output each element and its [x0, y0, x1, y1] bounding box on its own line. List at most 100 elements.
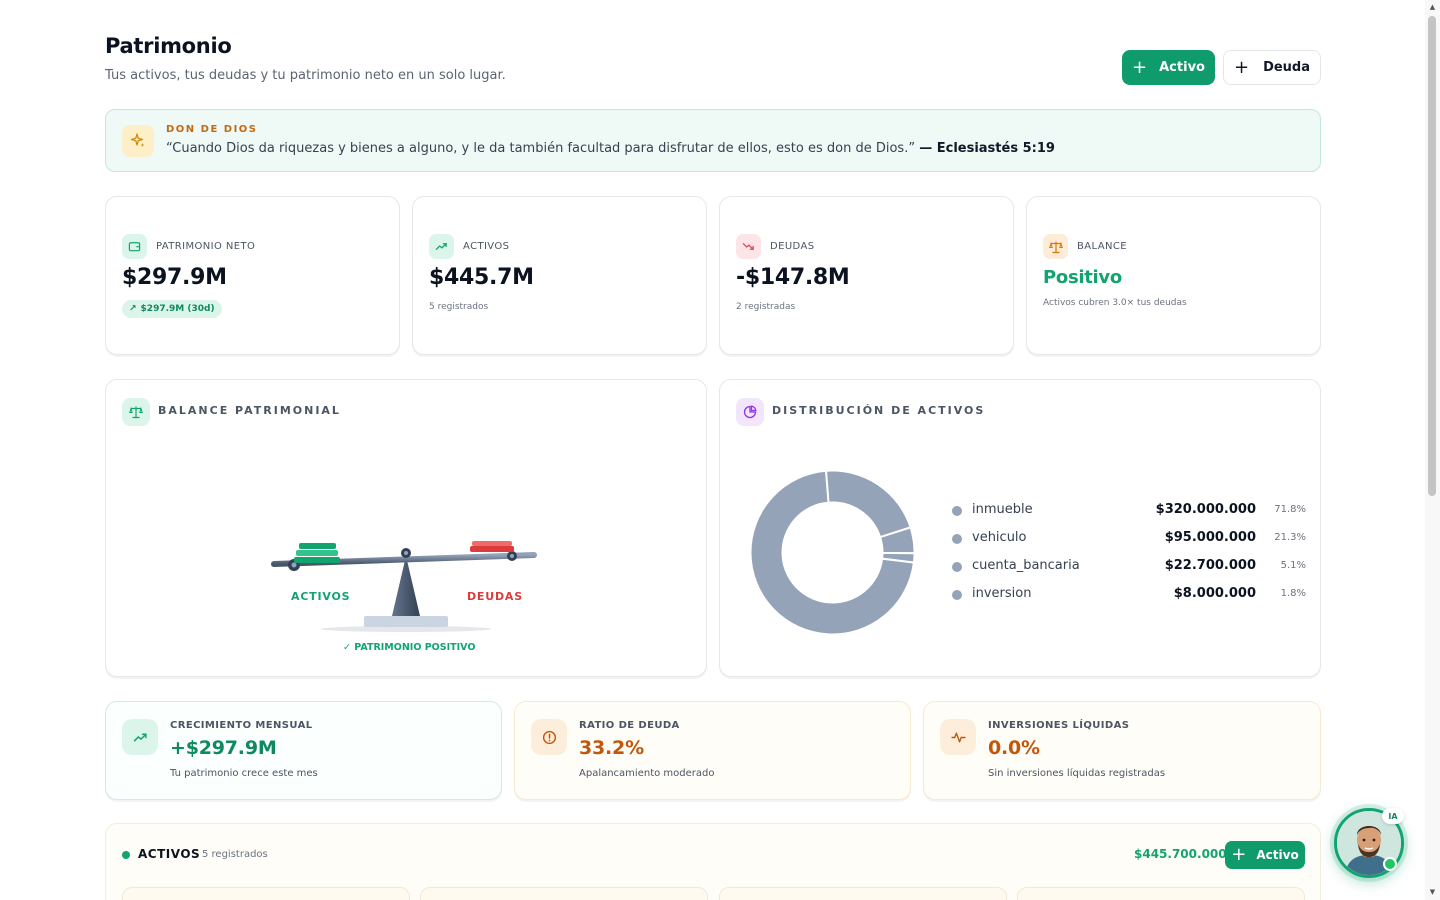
- legend-name: inversion: [972, 586, 1032, 601]
- liquid-investments-card: INVERSIONES LÍQUIDAS 0.0% Sin inversione…: [923, 701, 1321, 800]
- trending-up-icon: [122, 719, 158, 755]
- assets-card: ACTIVOS $445.7M 5 registrados: [412, 196, 707, 355]
- net-worth-change-badge: ↗ $297.9M (30d): [122, 300, 222, 318]
- assets-section-title: ACTIVOS: [138, 847, 201, 861]
- ai-badge: IA: [1382, 808, 1404, 824]
- assets-section: ACTIVOS 5 registrados $445.700.000 + Act…: [105, 823, 1321, 900]
- sparkles-icon: [122, 125, 154, 157]
- verse-reference: — Eclesiastés 5:19: [919, 141, 1055, 156]
- stat-label: DEUDAS: [770, 241, 815, 252]
- donut-slice-vehiculo[interactable]: [824, 470, 912, 539]
- section-title: DISTRIBUCIÓN DE ACTIVOS: [772, 404, 986, 417]
- legend-item: inversion $8.000.000 1.8%: [952, 582, 1306, 610]
- balance-chart-card: BALANCE PATRIMONIAL ACTIVOS DEUDAS ✓ PAT…: [105, 379, 707, 677]
- legend-dot: [952, 534, 962, 544]
- balance-card: BALANCE Positivo Activos cubren 3.0× tus…: [1026, 196, 1321, 355]
- ai-assistant-button[interactable]: [1334, 808, 1404, 878]
- legend-value: $22.700.000: [1164, 558, 1256, 573]
- wallet-icon: [122, 234, 147, 259]
- legend-name: inmueble: [972, 502, 1033, 517]
- add-asset-button[interactable]: + Activo: [1225, 841, 1305, 869]
- metric-description: Apalancamiento moderado: [579, 768, 715, 779]
- page-scrollbar[interactable]: ▲ ▼: [1425, 0, 1440, 900]
- legend-dot: [952, 590, 962, 600]
- verse-text: “Cuando Dios da riquezas y bienes a algu…: [166, 141, 1055, 156]
- plus-icon: +: [1233, 56, 1250, 78]
- assets-section-count: 5 registrados: [202, 849, 268, 860]
- add-asset-button[interactable]: + Activo: [1122, 50, 1215, 85]
- add-asset-label: Activo: [1256, 848, 1299, 862]
- activity-icon: [940, 719, 976, 755]
- debts-count: 2 registradas: [736, 302, 796, 312]
- legend-percent: 71.8%: [1274, 504, 1306, 515]
- monthly-growth-value: +$297.9M: [170, 737, 277, 759]
- asset-card[interactable]: [719, 887, 1007, 900]
- legend-value: $320.000.000: [1155, 502, 1256, 517]
- verse-kicker: DON DE DIOS: [166, 124, 258, 135]
- verse-quote: “Cuando Dios da riquezas y bienes a algu…: [166, 141, 916, 156]
- stat-label: ACTIVOS: [463, 241, 510, 252]
- seesaw-debts-label: DEUDAS: [467, 590, 523, 603]
- page-subtitle: Tus activos, tus deudas y tu patrimonio …: [105, 68, 506, 83]
- legend-item: inmueble $320.000.000 71.8%: [952, 498, 1306, 526]
- donut-slice-inmueble[interactable]: [750, 470, 915, 635]
- stat-label: PATRIMONIO NETO: [156, 241, 256, 252]
- legend-percent: 21.3%: [1274, 532, 1306, 543]
- trending-down-icon: [736, 234, 761, 259]
- scrollbar-thumb[interactable]: [1428, 16, 1436, 496]
- page-title: Patrimonio: [105, 34, 232, 58]
- net-worth-card: PATRIMONIO NETO $297.9M ↗ $297.9M (30d): [105, 196, 400, 355]
- add-debt-label: Deuda: [1263, 60, 1311, 75]
- net-worth-status: ✓ PATRIMONIO POSITIVO: [343, 642, 476, 653]
- balance-coverage: Activos cubren 3.0× tus deudas: [1043, 298, 1187, 308]
- assets-value: $445.7M: [429, 265, 534, 290]
- legend-dot: [952, 562, 962, 572]
- scale-icon: [122, 398, 150, 426]
- metric-description: Tu patrimonio crece este mes: [170, 768, 318, 779]
- legend-percent: 5.1%: [1280, 560, 1306, 571]
- monthly-growth-card: CRECIMIENTO MENSUAL +$297.9M Tu patrimon…: [105, 701, 502, 800]
- legend-value: $95.000.000: [1164, 530, 1256, 545]
- asset-card[interactable]: [1017, 887, 1305, 900]
- net-worth-value: $297.9M: [122, 265, 227, 290]
- net-worth-change: $297.9M (30d): [140, 304, 215, 314]
- liquid-investments-value: 0.0%: [988, 737, 1040, 759]
- verse-banner: DON DE DIOS “Cuando Dios da riquezas y b…: [105, 109, 1321, 172]
- seesaw-assets-label: ACTIVOS: [291, 590, 351, 603]
- legend-item: vehiculo $95.000.000 21.3%: [952, 526, 1306, 554]
- distribution-legend: inmueble $320.000.000 71.8% vehiculo $95…: [952, 498, 1306, 610]
- debt-ratio-value: 33.2%: [579, 737, 644, 759]
- page-header: Patrimonio Tus activos, tus deudas y tu …: [105, 34, 1321, 94]
- asset-card[interactable]: [420, 887, 708, 900]
- alert-circle-icon: [531, 719, 567, 755]
- stat-label: BALANCE: [1077, 241, 1127, 252]
- trending-up-icon: [429, 234, 454, 259]
- debt-ratio-card: RATIO DE DEUDA 33.2% Apalancamiento mode…: [514, 701, 911, 800]
- balance-status: Positivo: [1043, 267, 1122, 288]
- legend-value: $8.000.000: [1173, 586, 1256, 601]
- plus-icon: +: [1231, 844, 1247, 865]
- distribution-card: DISTRIBUCIÓN DE ACTIVOS inmueble $320.00…: [719, 379, 1321, 677]
- pie-chart-icon: [736, 398, 764, 426]
- legend-dot: [952, 506, 962, 516]
- avatar: [1337, 811, 1401, 875]
- section-title: BALANCE PATRIMONIAL: [158, 404, 341, 417]
- arrow-up-right-icon: ↗: [129, 304, 137, 314]
- add-debt-button[interactable]: + Deuda: [1223, 50, 1321, 85]
- add-asset-label: Activo: [1159, 60, 1205, 75]
- metric-label: INVERSIONES LÍQUIDAS: [988, 720, 1130, 731]
- donut-slice-inversion[interactable]: [881, 551, 915, 564]
- metric-label: CRECIMIENTO MENSUAL: [170, 720, 313, 731]
- scroll-down-arrow-icon[interactable]: ▼: [1429, 888, 1436, 896]
- assets-status-dot: [122, 851, 130, 859]
- metric-label: RATIO DE DEUDA: [579, 720, 680, 731]
- asset-card[interactable]: [122, 887, 410, 900]
- online-status-dot: [1383, 857, 1397, 871]
- scroll-up-arrow-icon[interactable]: ▲: [1429, 3, 1436, 11]
- legend-name: cuenta_bancaria: [972, 558, 1080, 573]
- assets-section-total: $445.700.000: [1134, 847, 1227, 861]
- seesaw-illustration: [271, 541, 537, 632]
- asset-distribution-donut: [750, 470, 915, 635]
- legend-item: cuenta_bancaria $22.700.000 5.1%: [952, 554, 1306, 582]
- scale-icon: [1043, 234, 1068, 259]
